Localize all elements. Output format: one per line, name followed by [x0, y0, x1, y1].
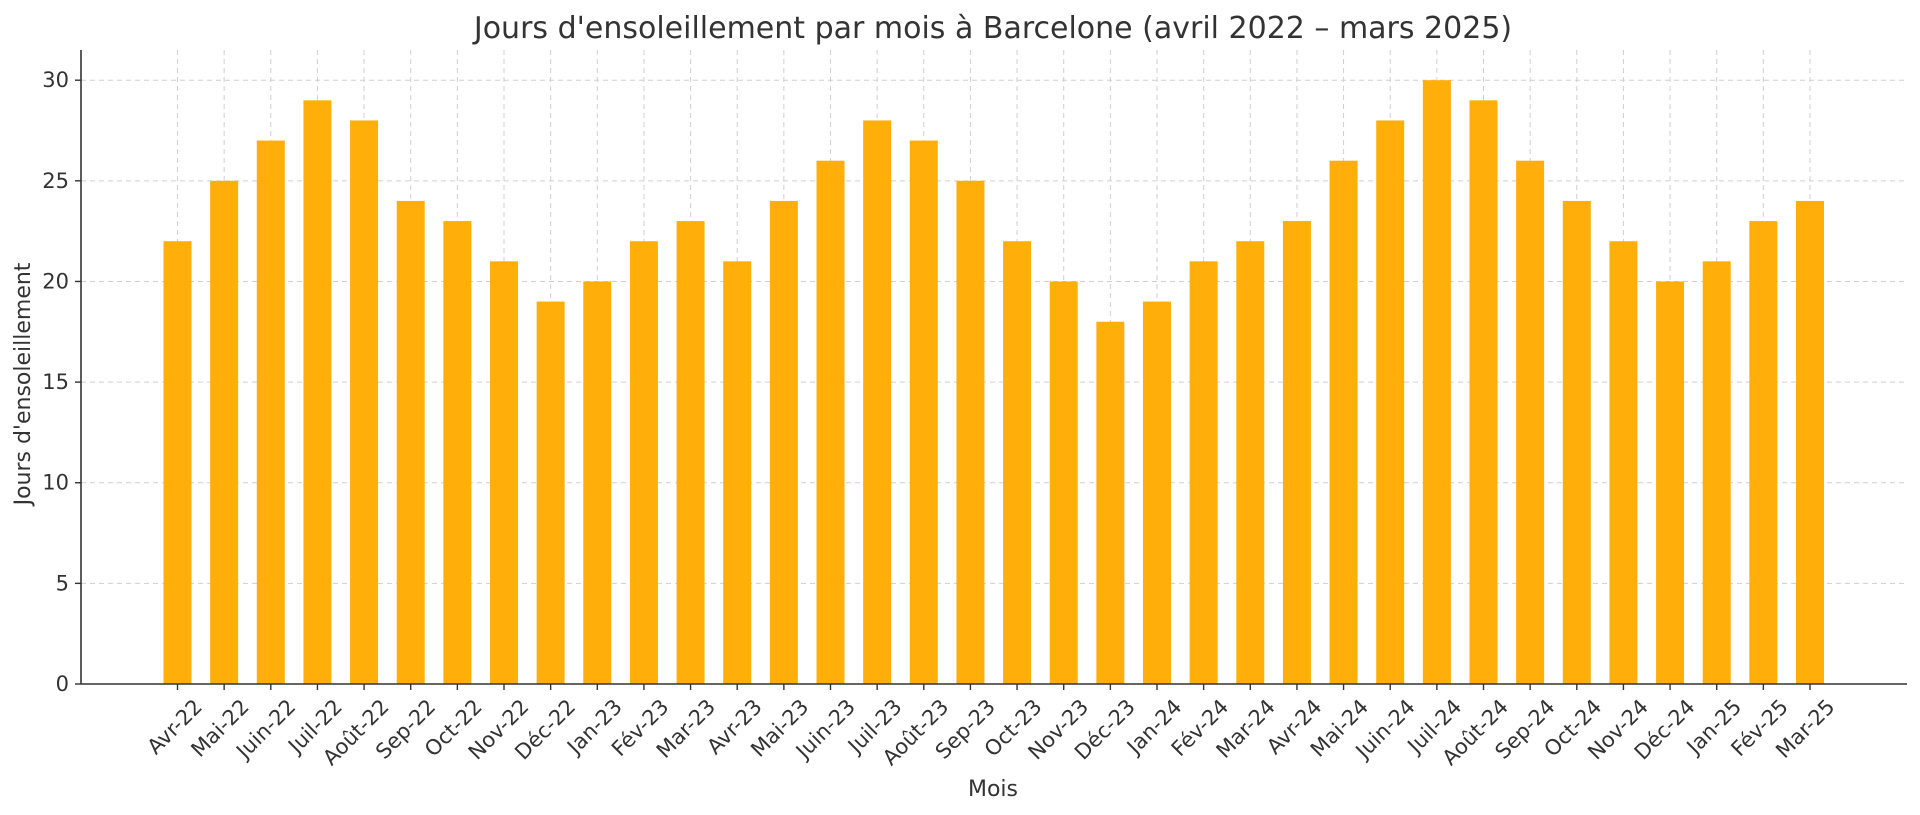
bar-Mai-23 — [769, 200, 798, 684]
bar-Nov-22 — [490, 261, 518, 684]
y-tick-label: 15 — [42, 370, 69, 394]
bar-Avr-24 — [1282, 221, 1311, 685]
bar-Fév-25 — [1749, 221, 1778, 685]
y-tick-label: 10 — [42, 471, 69, 495]
bar-Mai-22 — [210, 180, 239, 685]
bar-Jan-24 — [1143, 301, 1171, 684]
bar-Nov-24 — [1609, 241, 1638, 684]
y-tick-label: 0 — [56, 672, 69, 696]
bars — [163, 80, 1824, 685]
bar-Déc-23 — [1096, 321, 1125, 684]
y-tick-label: 20 — [42, 269, 69, 293]
bar-Fév-24 — [1189, 261, 1218, 684]
bar-Déc-24 — [1656, 281, 1685, 684]
y-axis-label: Jours d'ensoleillement — [11, 262, 36, 507]
bar-Nov-23 — [1049, 281, 1078, 684]
bar-Mai-24 — [1329, 160, 1358, 684]
bar-Juin-22 — [256, 140, 285, 685]
bar-Mar-25 — [1796, 200, 1824, 684]
bar-Juin-24 — [1376, 120, 1405, 684]
bar-Déc-22 — [536, 301, 565, 684]
bar-Juil-22 — [303, 100, 332, 685]
y-tick-label: 25 — [42, 169, 69, 193]
bar-Oct-22 — [443, 221, 472, 685]
bar-Jan-25 — [1702, 261, 1731, 684]
bar-Oct-24 — [1562, 200, 1591, 684]
bar-Août-24 — [1469, 100, 1498, 685]
bar-Oct-23 — [1003, 241, 1032, 684]
bar-Avr-22 — [163, 241, 192, 684]
bar-Sep-24 — [1516, 160, 1545, 684]
chart-title: Jours d'ensoleillement par mois à Barcel… — [472, 11, 1512, 46]
x-axis-label: Mois — [968, 777, 1018, 802]
bar-Août-22 — [350, 120, 379, 684]
bar-Avr-23 — [723, 261, 752, 684]
bar-Mar-24 — [1236, 241, 1265, 684]
bar-Août-23 — [909, 140, 938, 685]
y-tick-label: 30 — [42, 68, 69, 92]
bar-Jan-23 — [583, 281, 612, 684]
axes — [75, 50, 1907, 690]
bar-Mar-23 — [676, 221, 705, 685]
bar-Sep-22 — [396, 200, 425, 684]
y-tick-label: 5 — [56, 571, 69, 595]
bar-Juin-23 — [816, 160, 845, 684]
bar-Juil-24 — [1422, 80, 1451, 684]
bar-Juil-23 — [863, 120, 892, 684]
bar-Fév-23 — [629, 241, 658, 684]
bar-Sep-23 — [956, 180, 985, 685]
